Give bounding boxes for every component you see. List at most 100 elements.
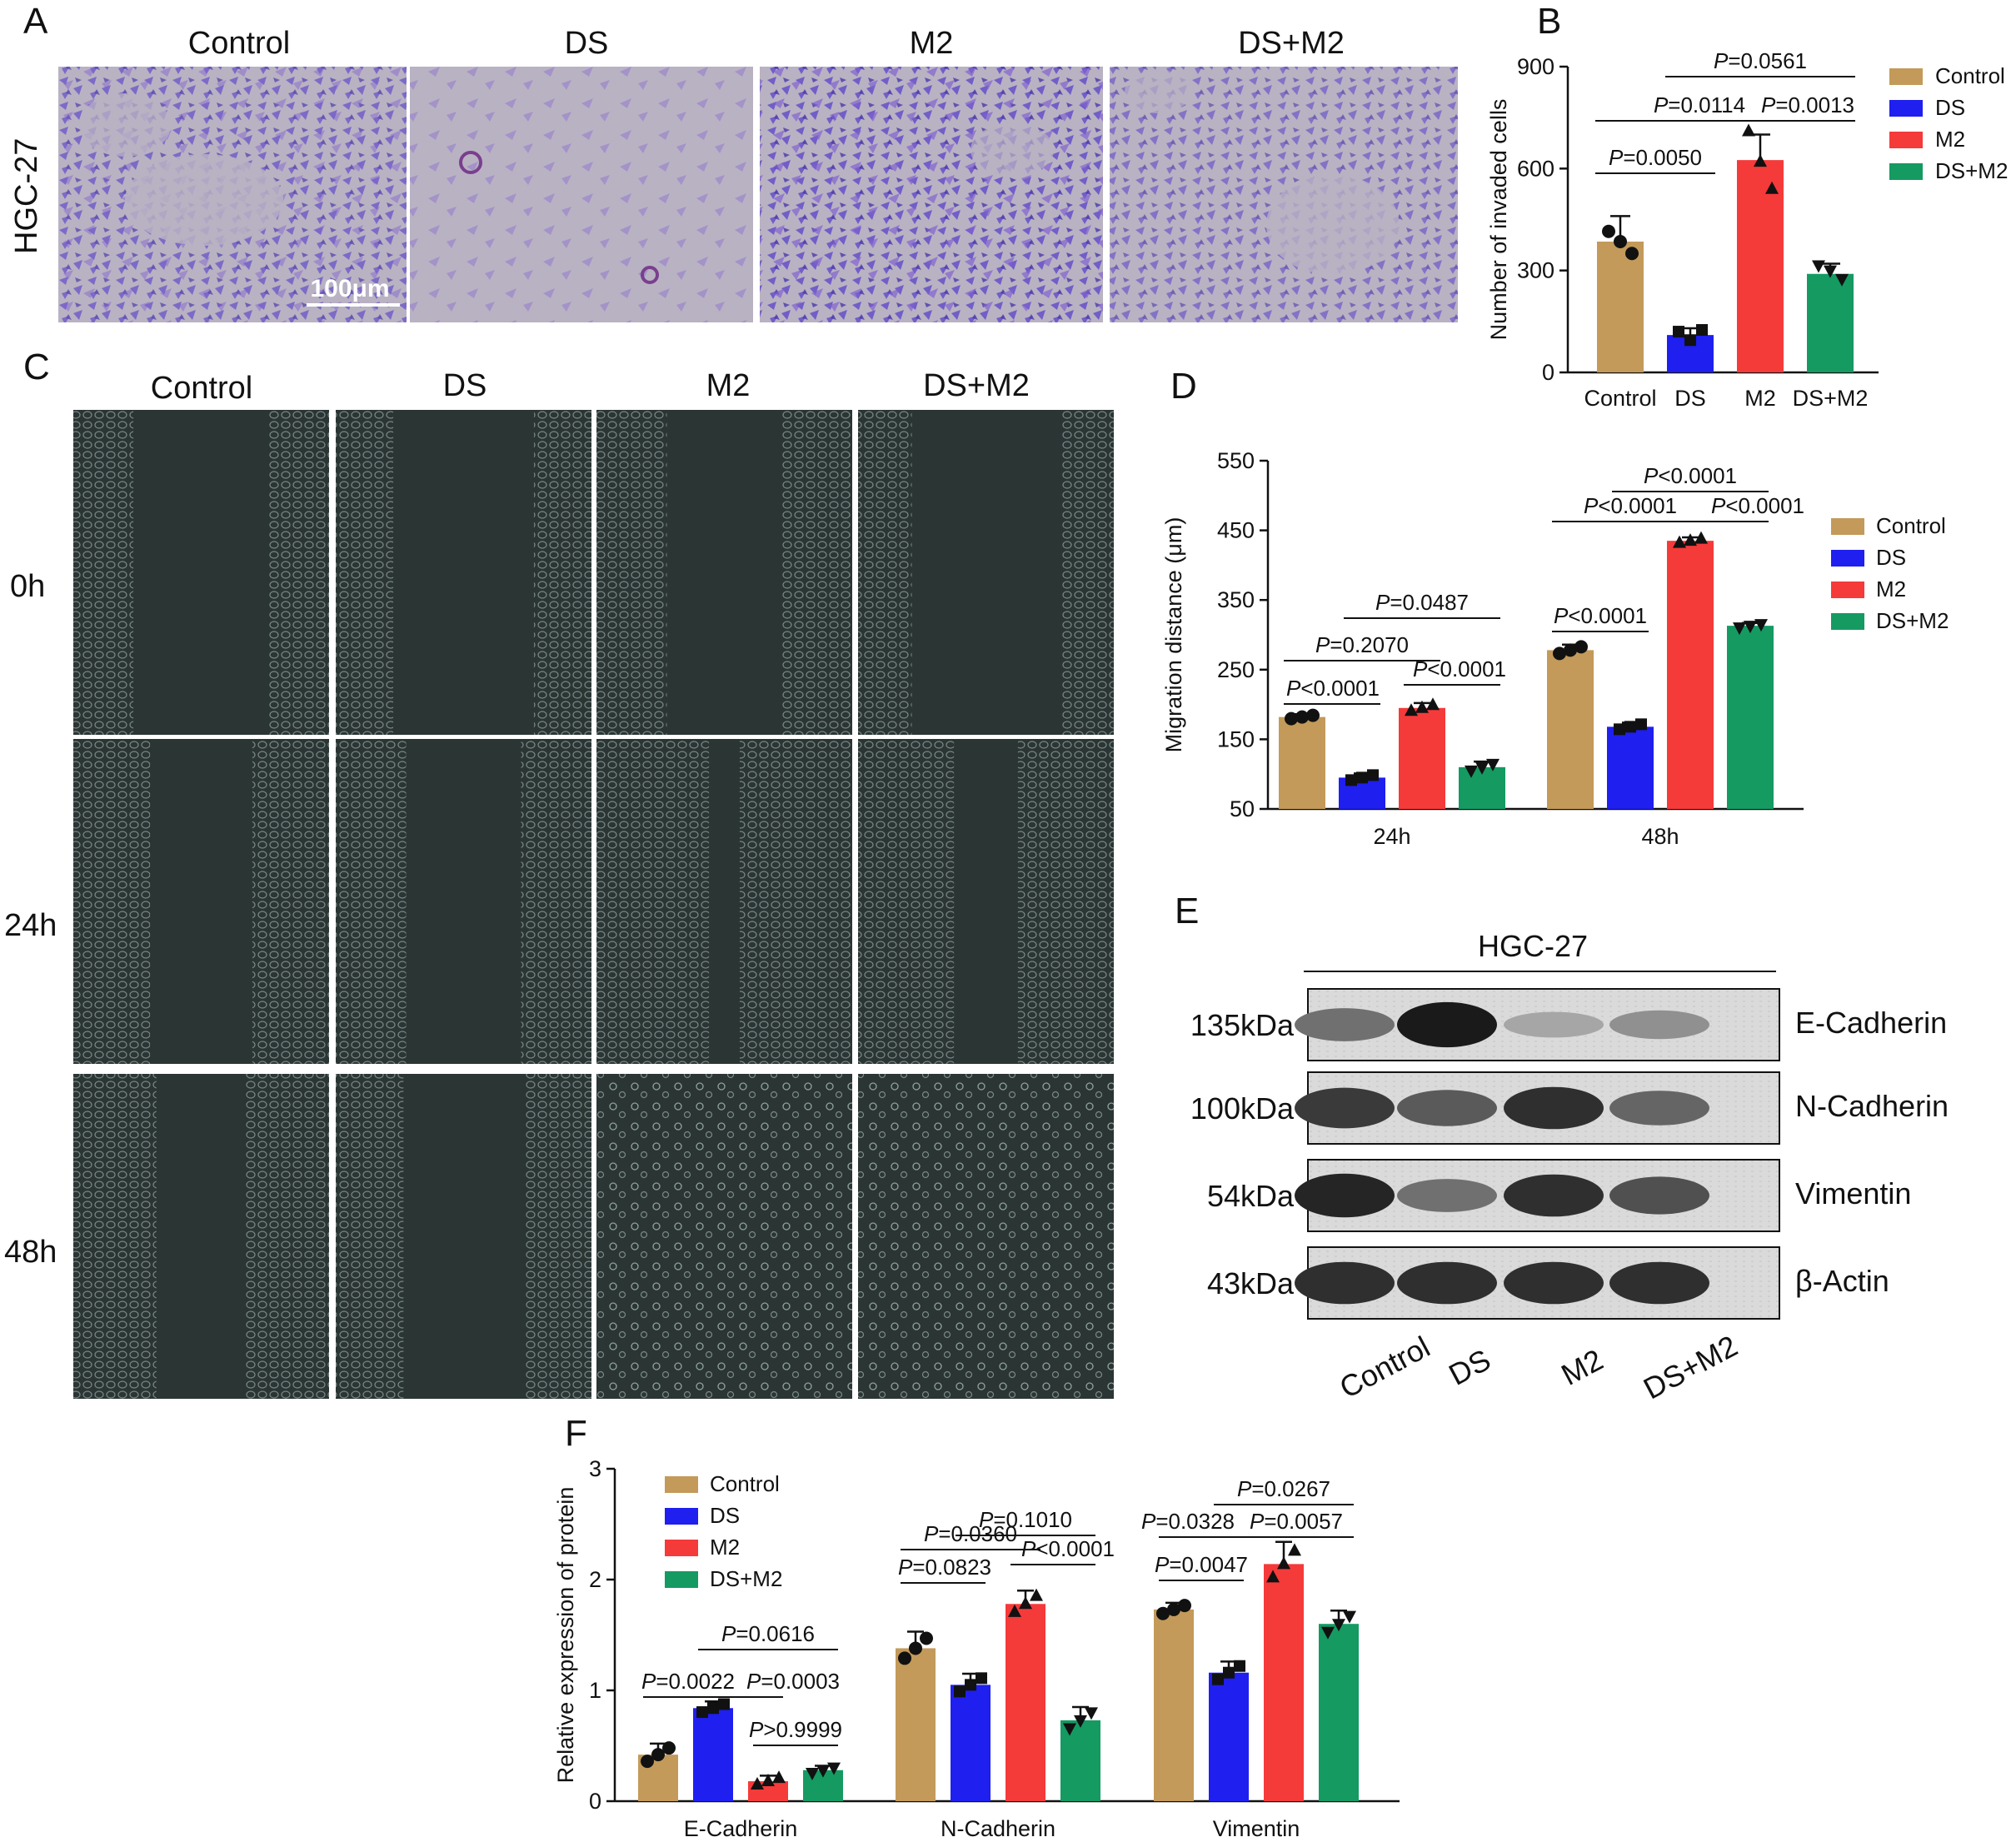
chart-b-legend-swatch bbox=[1889, 163, 1923, 180]
chart-f-point bbox=[641, 1755, 654, 1769]
chart-f: 0 1 2 3 Relative expression of protein E-Cadh… bbox=[553, 1456, 1400, 1837]
panel-letter-a: A bbox=[23, 1, 48, 42]
chart-d-pvalue: P<0.0001 bbox=[1644, 463, 1737, 488]
chart-b-xtick-label: M2 bbox=[1744, 386, 1776, 411]
chart-f-point bbox=[976, 1672, 987, 1685]
chart-b-ytick-label: 600 bbox=[1517, 156, 1554, 181]
chart-f-point bbox=[806, 1767, 819, 1780]
chart-d-point bbox=[1553, 646, 1566, 661]
chart-f-bar-vimentin-ds bbox=[1209, 1672, 1249, 1801]
chart-b-legend-swatch bbox=[1889, 132, 1923, 148]
chart-f-legend-swatch bbox=[665, 1508, 698, 1525]
panel-letter-c: C bbox=[23, 347, 50, 387]
chart-f-point bbox=[1167, 1602, 1180, 1616]
chart-b-xtick-label: Control bbox=[1584, 386, 1656, 411]
blot-protein-label: β-Actin bbox=[1795, 1264, 1889, 1298]
chart-b-point bbox=[1835, 273, 1849, 287]
chart-b-point bbox=[1754, 154, 1767, 167]
blot-band bbox=[1504, 1011, 1604, 1038]
chart-d-point bbox=[1295, 710, 1309, 724]
panel-e-cell-line: HGC-27 bbox=[1478, 929, 1588, 963]
chart-d-pvalue: P=0.0487 bbox=[1375, 590, 1469, 615]
chart-f-ytick-label: 0 bbox=[589, 1789, 601, 1814]
chart-b-point bbox=[1812, 260, 1825, 273]
chart-d-legend-label: M2 bbox=[1876, 577, 1906, 602]
chart-f-point bbox=[696, 1706, 708, 1719]
chart-d-point bbox=[1673, 535, 1686, 548]
chart-f-point bbox=[718, 1698, 730, 1710]
chart-b-point bbox=[1765, 181, 1779, 194]
blot-band bbox=[1609, 1091, 1709, 1126]
chart-d-point bbox=[1285, 711, 1298, 726]
chart-f-point bbox=[772, 1770, 786, 1784]
blot-protein-label: E-Cadherin bbox=[1795, 1006, 1947, 1040]
chart-d-bar-48h-control bbox=[1547, 650, 1594, 809]
transwell-image-m2 bbox=[760, 67, 1103, 322]
chart-f-point bbox=[1343, 1610, 1356, 1624]
chart-f-bar-vimentin-control bbox=[1154, 1609, 1194, 1801]
chart-f-point bbox=[1288, 1543, 1301, 1556]
panel-a-cell-line: HGC-27 bbox=[9, 138, 44, 254]
chart-f-ytick-label: 2 bbox=[589, 1567, 601, 1592]
blot-band bbox=[1504, 1174, 1604, 1217]
chart-d-ytick-label: 150 bbox=[1217, 726, 1255, 751]
chart-b-legend-label: M2 bbox=[1935, 127, 1965, 152]
chart-f-bar-n-cadherin-m2 bbox=[1006, 1604, 1045, 1801]
chart-f-point bbox=[1321, 1626, 1335, 1640]
blot-mw-label: 43kDa bbox=[1207, 1266, 1295, 1300]
chart-b-xtick-label: DS+M2 bbox=[1793, 386, 1869, 411]
chart-b-legend-label: DS+M2 bbox=[1935, 158, 2008, 183]
scratch-image-0h-control bbox=[73, 410, 329, 735]
chart-b-pvalue: P=0.0114 bbox=[1654, 92, 1745, 117]
chart-f-point bbox=[816, 1765, 830, 1778]
chart-f-point bbox=[1212, 1673, 1224, 1685]
chart-f-point bbox=[1085, 1707, 1098, 1720]
blot-actin: 43kDa β-Actin bbox=[1207, 1246, 1889, 1320]
scratch-image-48h-ds bbox=[336, 1074, 591, 1399]
chart-d: 50 150 250 350 450 550 Migration distance (μm)… bbox=[1161, 448, 1949, 849]
chart-f-legend-swatch bbox=[665, 1540, 698, 1556]
chart-b-bar-control bbox=[1597, 242, 1644, 372]
chart-f-point bbox=[920, 1631, 933, 1645]
panel-c-header-ds: DS bbox=[443, 368, 487, 403]
blot-lane-label: Control bbox=[1334, 1330, 1435, 1405]
chart-f-point bbox=[1008, 1604, 1021, 1617]
panel-letter-b: B bbox=[1537, 1, 1561, 42]
blot-band bbox=[1397, 1001, 1497, 1048]
scratch-image-48h-control bbox=[73, 1074, 329, 1399]
chart-f-bar-n-cadherin-dsm2 bbox=[1060, 1720, 1100, 1801]
chart-d-bar-48h-dsm2 bbox=[1727, 626, 1774, 809]
chart-d-pvalue: P<0.0001 bbox=[1286, 676, 1380, 701]
chart-f-bar-vimentin-m2 bbox=[1264, 1564, 1304, 1801]
chart-d-point bbox=[1624, 721, 1636, 733]
chart-f-point bbox=[1277, 1556, 1290, 1570]
panel-a-header-control: Control bbox=[188, 26, 291, 61]
chart-d-point bbox=[1465, 765, 1478, 778]
panel-c-header-dsm2: DS+M2 bbox=[923, 368, 1030, 403]
chart-f-pvalue: P=0.0047 bbox=[1155, 1552, 1248, 1577]
chart-f-bar-vimentin-dsm2 bbox=[1319, 1624, 1359, 1801]
blot-protein-label: Vimentin bbox=[1795, 1176, 1911, 1211]
panel-e-western-blot: HGC-27 135kDa E-Cadherin 100kDa N-Cadherin 5… bbox=[1190, 929, 1949, 1405]
chart-b-bar-dsm2 bbox=[1807, 273, 1854, 372]
blot-band bbox=[1609, 1010, 1709, 1040]
chart-f-point bbox=[898, 1651, 911, 1665]
chart-d-xtick-label: 24h bbox=[1373, 824, 1410, 849]
chart-f-xtick-label: Vimentin bbox=[1213, 1816, 1300, 1837]
chart-f-pvalue: P>0.9999 bbox=[749, 1717, 842, 1742]
chart-b-point bbox=[1824, 265, 1837, 278]
chart-d-bar-48h-m2 bbox=[1667, 541, 1714, 809]
chart-b-ytick-label: 300 bbox=[1517, 258, 1554, 283]
chart-f-point bbox=[827, 1762, 841, 1775]
panel-letter-f: F bbox=[565, 1413, 587, 1454]
chart-b-ytick-label: 900 bbox=[1517, 54, 1554, 79]
chart-f-point bbox=[761, 1774, 775, 1787]
chart-b-point bbox=[1696, 324, 1708, 337]
chart-d-point bbox=[1426, 697, 1440, 711]
chart-f-point bbox=[1332, 1619, 1345, 1632]
chart-f-point bbox=[954, 1685, 966, 1698]
blot-band bbox=[1609, 1176, 1709, 1215]
chart-d-ytick-label: 450 bbox=[1217, 518, 1255, 543]
scratch-image-48h-dsm2 bbox=[858, 1074, 1114, 1399]
chart-d-point bbox=[1694, 531, 1708, 544]
